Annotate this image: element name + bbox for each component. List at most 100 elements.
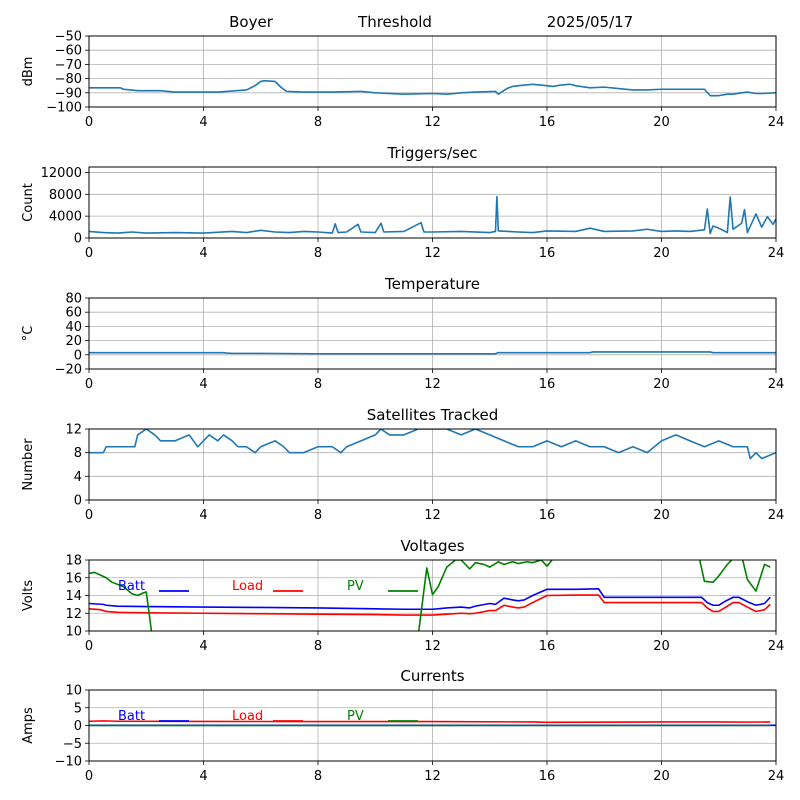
plot-frame (88, 166, 777, 239)
x-tick-label: 16 (539, 246, 556, 261)
x-tick-label: 0 (85, 115, 93, 130)
y-tick-label: 0 (74, 348, 82, 363)
chart-title: Currents (400, 667, 464, 685)
plot-frame (88, 35, 777, 108)
series-line-load (89, 720, 771, 724)
x-tick-label: 16 (539, 377, 556, 392)
x-tick-label: 20 (653, 115, 670, 130)
x-tick-label: 8 (314, 508, 322, 523)
x-tick-label: 4 (199, 508, 207, 523)
x-tick-label: 20 (653, 377, 670, 392)
series-line-satellites (89, 429, 776, 460)
y-tick-label: 80 (65, 292, 82, 307)
y-tick-label: 12 (65, 607, 82, 622)
series-line-batt (89, 588, 771, 611)
y-tick-label: −90 (55, 86, 82, 101)
y-tick-label: −10 (55, 755, 82, 770)
series-line-temperature (89, 351, 776, 355)
y-tick-label: 40 (65, 320, 82, 335)
x-tick-label: 12 (424, 769, 441, 784)
x-tick-label: 4 (199, 639, 207, 654)
panel-currents: 0 4 8 12 16 20 24 −10 −5 0 5 10 Currents Amps Batt Load… (21, 667, 784, 784)
y-tick-label: 8 (74, 446, 82, 461)
series-line-signal (89, 79, 776, 97)
x-tick-label: 4 (199, 115, 207, 130)
x-tick-label: 12 (424, 377, 441, 392)
legend-label-load: Load (232, 709, 263, 724)
y-tick-label: 12000 (41, 166, 82, 181)
legend-label-batt: Batt (118, 709, 145, 724)
panel-satellites: 0 4 8 12 16 20 24 0 4 8 12 Satellites Tracked Number (21, 406, 784, 523)
x-tick-label: 8 (314, 769, 322, 784)
chart-title: Temperature (384, 275, 480, 293)
x-tick-label: 24 (768, 115, 785, 130)
y-axis-label: Amps (21, 707, 36, 744)
x-tick-label: 8 (314, 377, 322, 392)
x-tick-label: 0 (85, 508, 93, 523)
y-tick-label: 4 (74, 470, 82, 485)
x-tick-label: 12 (424, 508, 441, 523)
x-tick-label: 0 (85, 377, 93, 392)
x-tick-label: 12 (424, 639, 441, 654)
chart-title: Triggers/sec (387, 144, 478, 162)
x-tick-label: 24 (768, 246, 785, 261)
y-axis-label: °C (21, 326, 36, 342)
legend-label-batt: Batt (118, 579, 145, 594)
y-tick-label: −80 (55, 72, 82, 87)
x-tick-label: 16 (539, 115, 556, 130)
x-tick-label: 20 (653, 639, 670, 654)
plot-frame (88, 689, 777, 762)
series-line-triggers (89, 195, 776, 235)
y-tick-label: 18 (65, 554, 82, 569)
y-axis-label: Count (21, 183, 36, 222)
station-title: Boyer (229, 13, 274, 31)
x-tick-label: 12 (424, 246, 441, 261)
x-tick-label: 4 (199, 769, 207, 784)
y-tick-label: 20 (65, 334, 82, 349)
panel-voltages: 0 4 8 12 16 20 24 10 12 14 16 18 Voltages Volts Batt Lo… (21, 537, 784, 654)
x-tick-label: 20 (653, 769, 670, 784)
x-tick-label: 16 (539, 508, 556, 523)
y-tick-label: 10 (65, 625, 82, 640)
x-tick-label: 12 (424, 115, 441, 130)
x-tick-label: 20 (653, 508, 670, 523)
y-axis-label: Volts (21, 580, 36, 612)
panel-triggers: 0 4 8 12 16 20 24 0 4000 8000 12000 Triggers/sec Cou… (21, 144, 784, 261)
y-tick-label: 8000 (49, 188, 82, 203)
chart-title: Voltages (400, 537, 464, 555)
date-title: 2025/05/17 (547, 13, 633, 31)
y-tick-label: −20 (55, 363, 82, 378)
x-tick-label: 24 (768, 508, 785, 523)
x-tick-label: 24 (768, 639, 785, 654)
x-tick-label: 24 (768, 377, 785, 392)
plot-frame (88, 428, 777, 501)
y-tick-label: 60 (65, 306, 82, 321)
series-line-load (89, 594, 771, 616)
plot-frame (88, 297, 777, 370)
y-tick-label: 0 (74, 719, 82, 734)
x-tick-label: 16 (539, 769, 556, 784)
y-tick-label: 12 (65, 423, 82, 438)
chart-title: Satellites Tracked (367, 406, 498, 424)
y-tick-label: 14 (65, 589, 82, 604)
x-tick-label: 0 (85, 639, 93, 654)
plot-frame (88, 559, 777, 632)
panel-signal: 0 4 8 12 16 20 24 −100−90−80−70−60−50 dBm (21, 30, 784, 131)
y-tick-label: 10 (65, 684, 82, 699)
series-line-pv (89, 560, 771, 631)
y-tick-label: 16 (65, 571, 82, 586)
y-tick-label: −70 (55, 58, 82, 73)
legend-label-load: Load (232, 579, 263, 594)
y-tick-label: −100 (46, 101, 82, 116)
mode-title: Threshold (357, 13, 432, 31)
x-tick-label: 8 (314, 115, 322, 130)
y-tick-label: 5 (74, 701, 82, 716)
legend-label-pv: PV (347, 579, 364, 594)
x-tick-label: 8 (314, 639, 322, 654)
x-tick-label: 8 (314, 246, 322, 261)
y-tick-label: 0 (74, 232, 82, 247)
